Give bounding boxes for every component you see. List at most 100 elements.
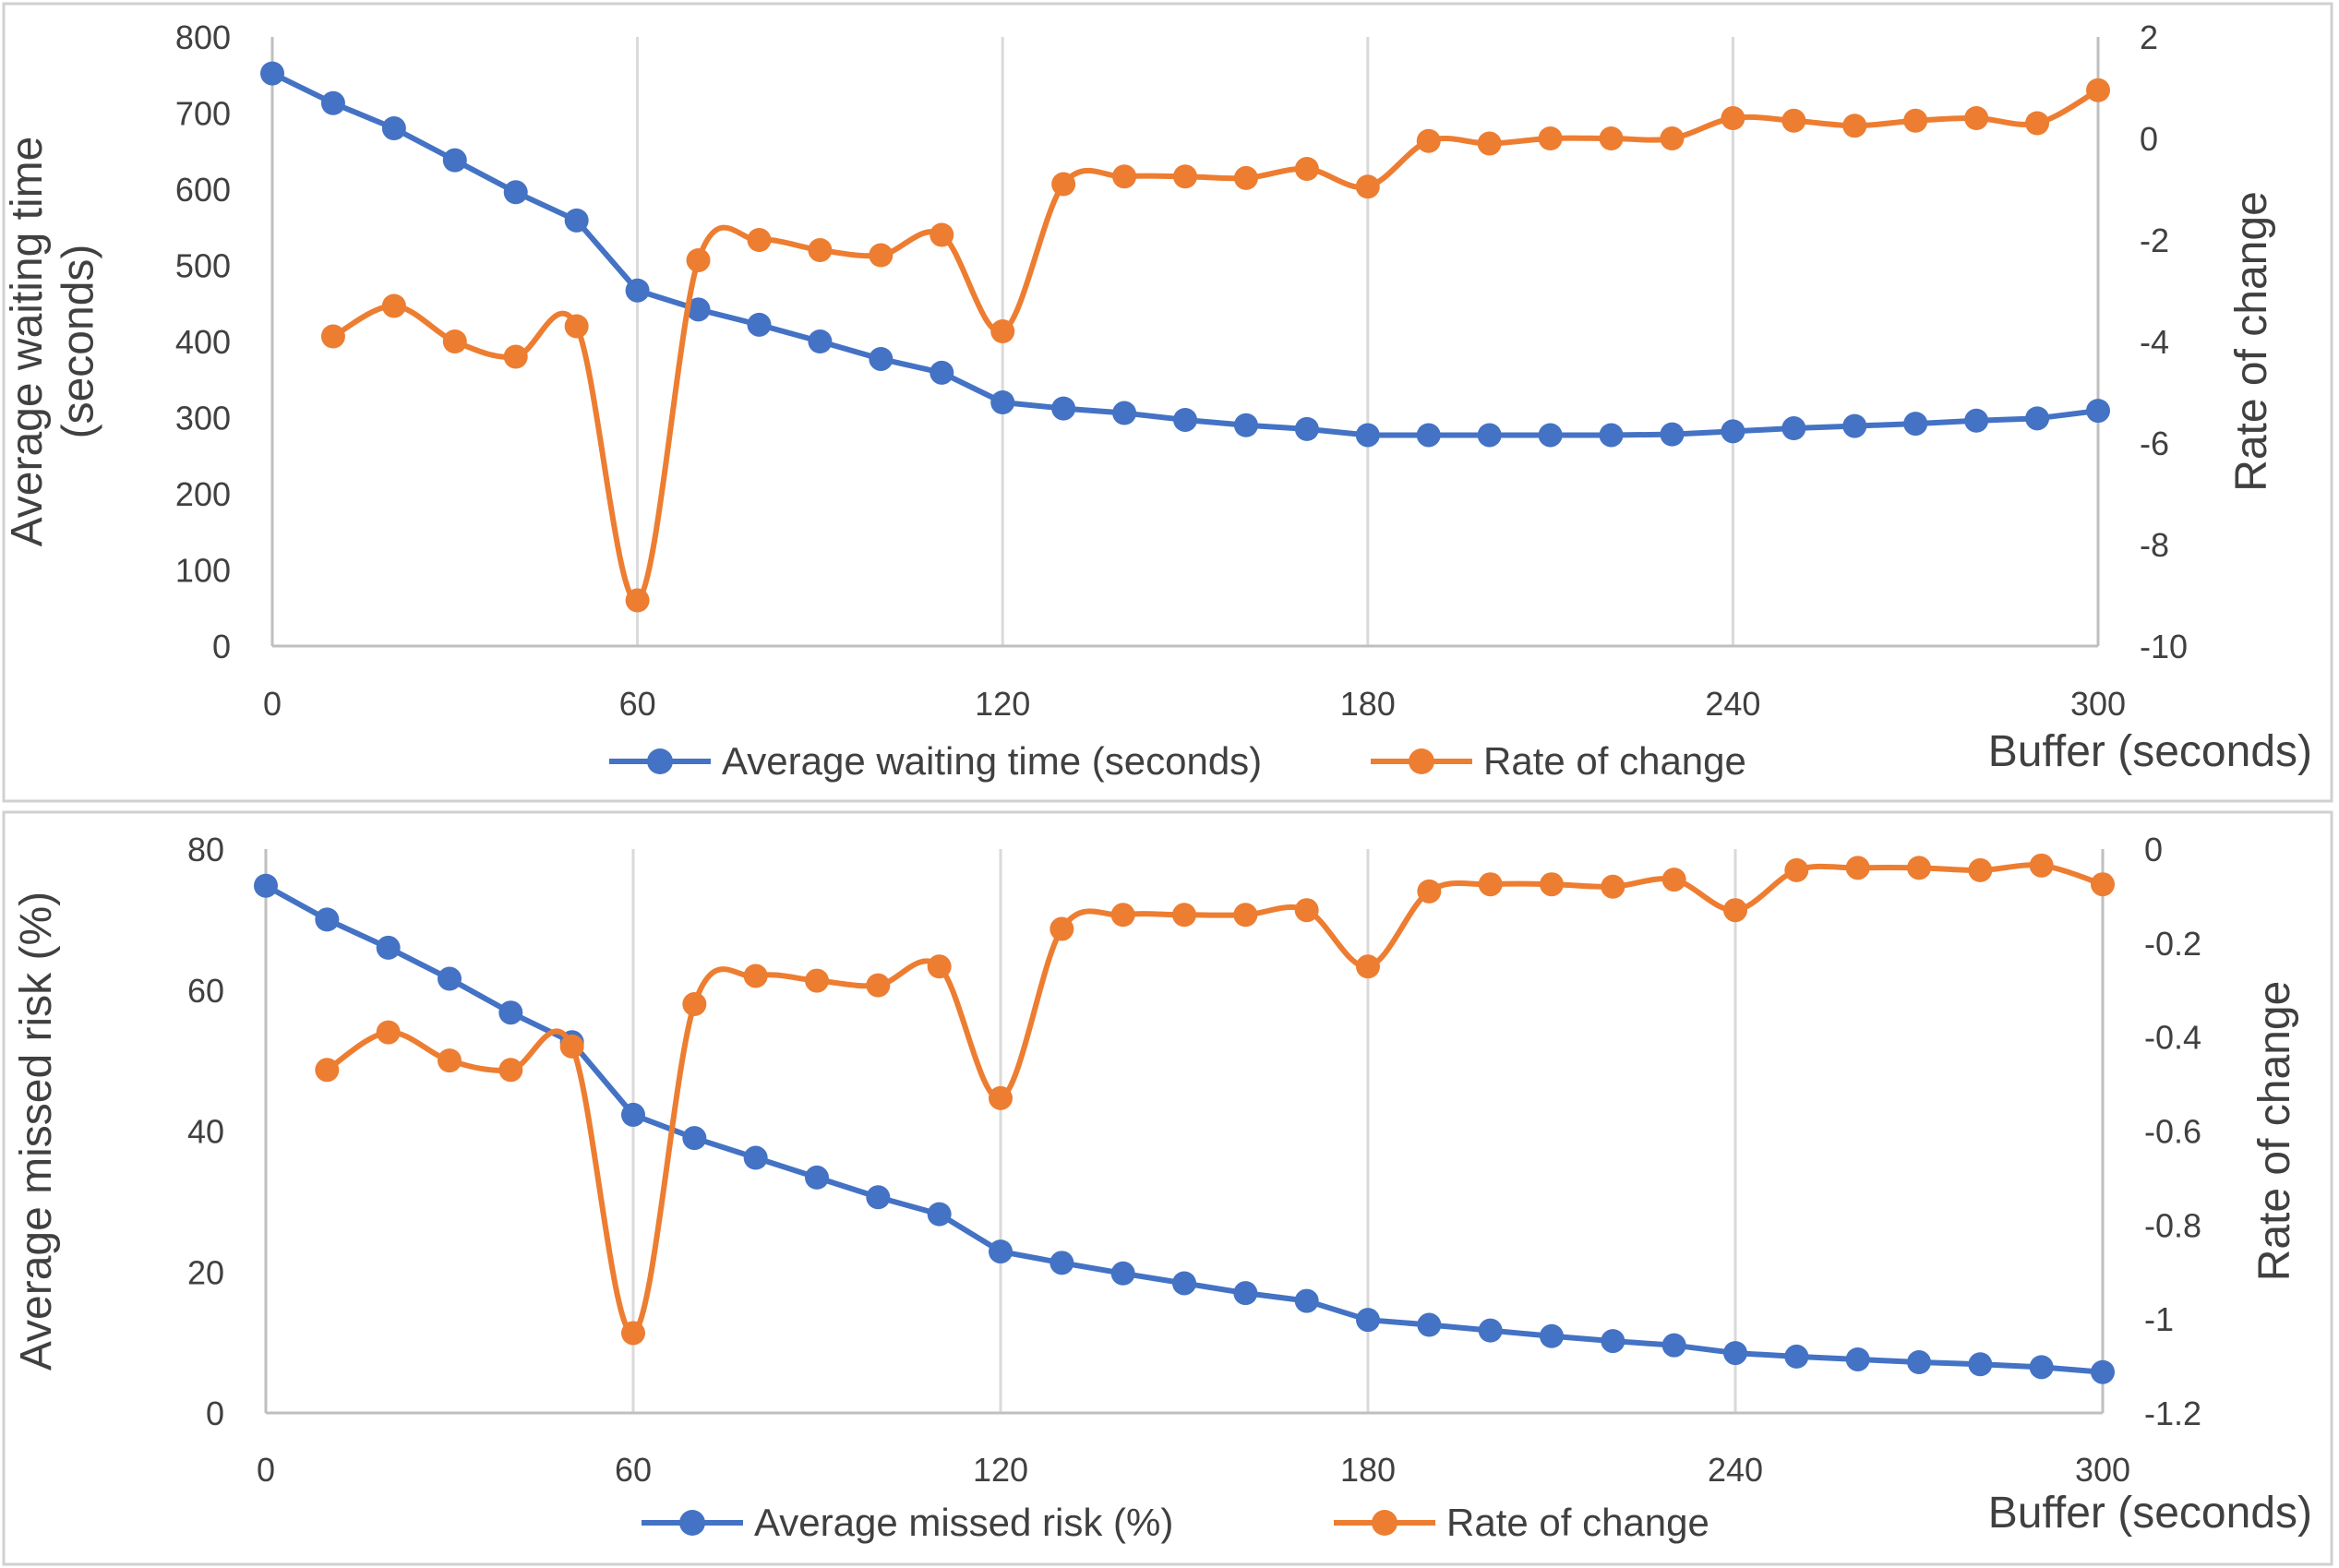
data-point — [1599, 423, 1624, 448]
x-tick-label: 60 — [615, 1451, 652, 1489]
data-point — [808, 329, 833, 353]
y-tick-label: 0 — [212, 628, 231, 665]
y-axis-title: Average missed risk (%) — [12, 892, 61, 1371]
data-point — [498, 1000, 523, 1025]
data-point — [503, 180, 528, 205]
data-point — [254, 873, 278, 898]
data-point — [1417, 1312, 1442, 1337]
data-point — [1233, 165, 1258, 190]
x-tick-label: 120 — [973, 1451, 1028, 1489]
data-point — [682, 992, 707, 1017]
y-tick-label: 600 — [175, 171, 231, 209]
data-point — [1051, 396, 1076, 421]
data-point — [1845, 1347, 1870, 1371]
y-axis-title: Average waiting time(seconds) — [3, 137, 102, 547]
x-axis-title: Buffer (seconds) — [1988, 1489, 2312, 1538]
y2-tick-label: -0.2 — [2144, 925, 2201, 963]
data-point — [564, 314, 589, 339]
data-point — [564, 208, 589, 233]
data-point — [1173, 164, 1197, 189]
data-point — [2091, 872, 2115, 897]
legend-label: Average waiting time (seconds) — [722, 739, 1262, 783]
data-point — [1294, 898, 1319, 923]
y2-tick-label: -8 — [2140, 526, 2169, 564]
data-point — [1781, 416, 1806, 441]
data-point — [1051, 172, 1076, 197]
data-point — [1540, 872, 1564, 897]
legend-marker — [1372, 1510, 1397, 1536]
data-point — [381, 293, 406, 318]
legend-label: Rate of change — [1483, 739, 1746, 783]
y-tick-label: 20 — [187, 1253, 224, 1291]
data-point — [1356, 1308, 1380, 1333]
x-tick-label: 300 — [2075, 1451, 2130, 1489]
data-point — [320, 90, 345, 115]
y2-tick-label: -10 — [2140, 628, 2188, 665]
data-point — [808, 238, 833, 262]
data-point — [1294, 416, 1319, 441]
legend-marker — [679, 1510, 705, 1536]
y-tick-label: 40 — [187, 1113, 224, 1151]
data-point — [1721, 419, 1745, 444]
data-point — [260, 61, 284, 86]
x-axis-title: Buffer (seconds) — [1988, 727, 2312, 776]
data-point — [1478, 1318, 1503, 1343]
data-point — [869, 243, 894, 268]
y2-tick-label: -0.8 — [2144, 1206, 2201, 1244]
x-tick-label: 180 — [1340, 685, 1396, 723]
x-tick-label: 60 — [619, 685, 656, 723]
y2-tick-label: -6 — [2140, 425, 2169, 462]
data-point — [1723, 898, 1747, 923]
data-point — [503, 344, 528, 369]
legend-entry: Rate of change — [1371, 739, 1746, 783]
data-point — [1050, 916, 1074, 941]
data-point — [747, 312, 772, 337]
x-tick-label: 240 — [1705, 685, 1760, 723]
data-point — [315, 1058, 340, 1083]
x-tick-label: 300 — [2070, 685, 2126, 723]
y-tick-label: 60 — [187, 972, 224, 1010]
data-point — [498, 1058, 523, 1083]
data-point — [686, 248, 711, 272]
waiting-time-chart: 0 100 200 300 400 500 600 700 800 -10 -8 -6 -4 -2 0 2 0 6… — [2, 2, 2333, 803]
data-point — [1478, 872, 1503, 897]
data-point — [930, 360, 954, 385]
data-point — [989, 1239, 1013, 1264]
data-point — [1784, 1344, 1809, 1369]
legend-label: Average missed risk (%) — [754, 1501, 1173, 1544]
data-point — [743, 964, 768, 988]
data-point — [1112, 401, 1137, 425]
data-point — [1477, 423, 1502, 448]
data-point — [990, 319, 1015, 343]
y2-tick-label: -0.4 — [2144, 1019, 2201, 1057]
data-point — [1172, 1271, 1196, 1296]
data-point — [1660, 126, 1685, 150]
data-point — [2025, 111, 2050, 136]
x-tick-label: 0 — [257, 1451, 275, 1489]
data-point — [1294, 157, 1319, 181]
y-tick-label: 500 — [175, 247, 231, 285]
series-rate-of-change — [315, 853, 2115, 1346]
data-point — [315, 907, 340, 932]
data-point — [1416, 128, 1441, 153]
data-point — [989, 1085, 1013, 1110]
y2-tick-label: -0.6 — [2144, 1113, 2201, 1151]
data-point — [1964, 408, 1989, 433]
data-point — [1903, 412, 1928, 437]
data-point — [438, 1048, 462, 1073]
data-point — [1723, 1341, 1747, 1366]
legend-label: Rate of change — [1446, 1501, 1709, 1544]
data-point — [747, 228, 772, 252]
data-point — [805, 1165, 829, 1190]
legend-entry: Rate of change — [1334, 1501, 1709, 1544]
data-point — [1538, 126, 1563, 150]
data-point — [1903, 108, 1928, 133]
data-point — [442, 329, 467, 353]
data-point — [1781, 108, 1806, 133]
y-tick-label: 80 — [187, 831, 224, 868]
data-point — [1968, 857, 1993, 882]
data-point — [1233, 1281, 1258, 1306]
legend-entry: Average missed risk (%) — [642, 1501, 1173, 1544]
data-point — [1477, 131, 1502, 156]
